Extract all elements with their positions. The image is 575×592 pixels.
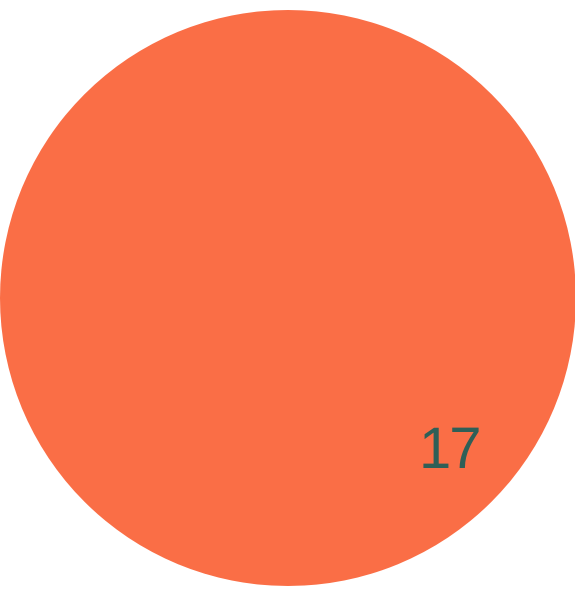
- circle-number-label: 17: [419, 416, 481, 481]
- orange-circle: [0, 10, 575, 586]
